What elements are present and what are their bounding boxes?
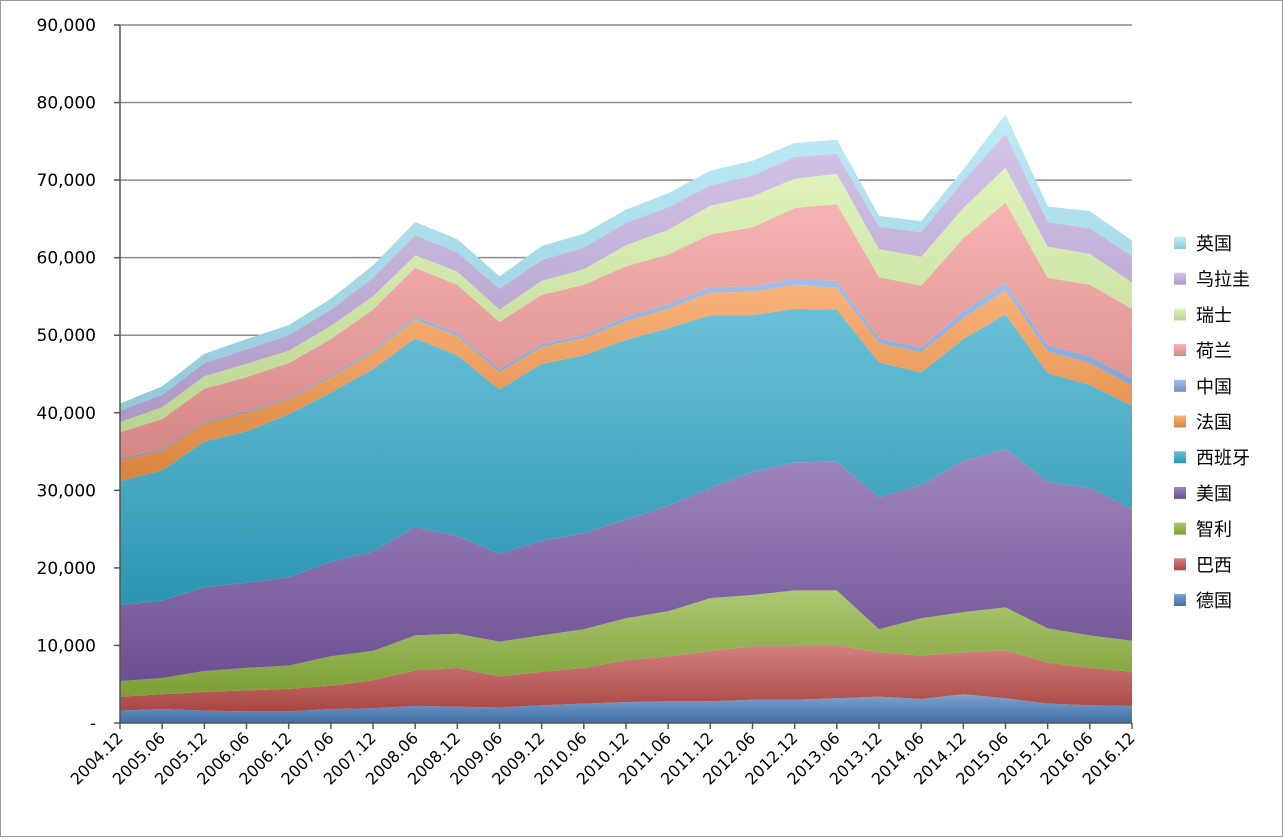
legend-swatch <box>1174 558 1186 571</box>
area-series <box>120 202 1132 459</box>
y-tick-label: 20,000 <box>37 559 96 579</box>
area-series <box>120 645 1132 712</box>
legend-swatch <box>1174 486 1186 499</box>
legend-swatch <box>1174 379 1186 392</box>
x-axis-tick-labels: 2004.122005.062005.122006.062006.122007.… <box>67 728 1139 788</box>
legend-swatch <box>1174 594 1186 606</box>
series-areas <box>120 114 1132 723</box>
y-tick-label: 10,000 <box>37 636 96 656</box>
y-tick-label: 80,000 <box>37 94 96 114</box>
legend-swatch <box>1174 415 1186 428</box>
y-tick-label: 60,000 <box>37 249 96 269</box>
legend-label: 荷兰 <box>1196 341 1232 362</box>
legend-swatch <box>1174 308 1186 321</box>
area-series <box>120 449 1132 682</box>
y-tick-label: - <box>90 714 96 734</box>
area-series <box>120 308 1132 606</box>
y-tick-label: 70,000 <box>37 171 96 191</box>
legend-label: 巴西 <box>1196 555 1232 576</box>
legend-label: 法国 <box>1196 413 1232 434</box>
y-tick-label: 40,000 <box>37 404 96 424</box>
area-series <box>120 284 1132 481</box>
legend-label: 西班牙 <box>1196 448 1250 469</box>
legend-swatch <box>1174 237 1186 249</box>
y-tick-label: 30,000 <box>37 481 96 501</box>
y-axis-tick-labels: - 10,000 20,000 30,000 40,000 50,000 60,000 70,… <box>37 16 96 734</box>
legend-label: 智利 <box>1196 520 1232 541</box>
area-series <box>120 694 1132 723</box>
y-tick-label: 50,000 <box>37 326 96 346</box>
legend-swatch <box>1174 451 1186 464</box>
legend-label: 英国 <box>1196 234 1232 255</box>
legend-label: 德国 <box>1196 591 1232 612</box>
legend-swatch <box>1174 522 1186 535</box>
legend-label: 乌拉圭 <box>1196 270 1250 291</box>
legend-swatch <box>1174 344 1186 357</box>
y-tick-label: 90,000 <box>37 16 96 36</box>
legend-swatch <box>1174 272 1186 285</box>
legend-label: 美国 <box>1196 484 1232 505</box>
legend-label: 中国 <box>1196 377 1232 398</box>
axes <box>114 24 1133 729</box>
area-series <box>120 590 1132 697</box>
legend-label: 瑞士 <box>1196 305 1232 326</box>
